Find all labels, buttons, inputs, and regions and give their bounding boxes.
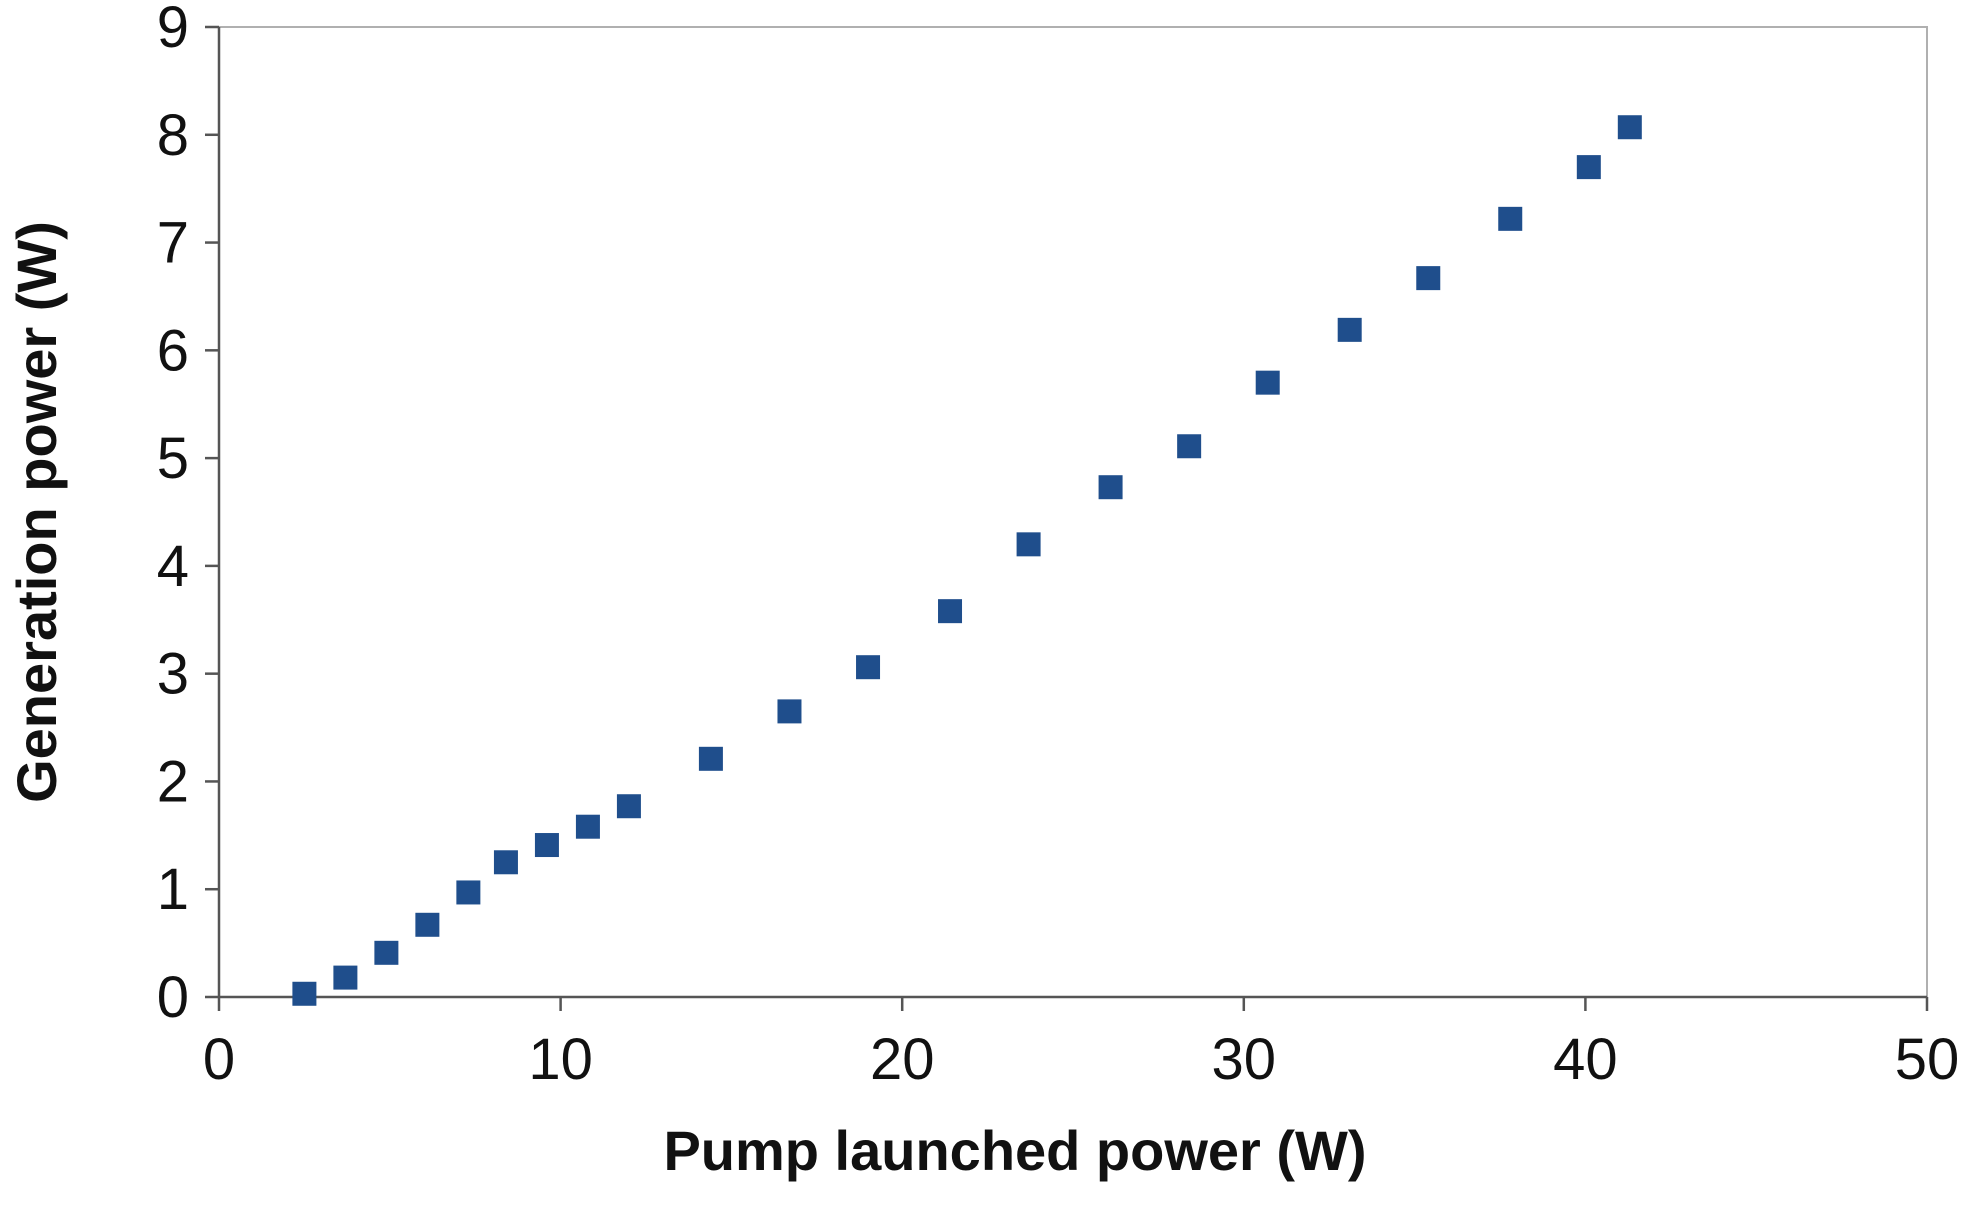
- data-point: [1016, 532, 1041, 557]
- y-tick-label: 7: [157, 211, 189, 276]
- data-point: [292, 981, 317, 1006]
- data-point: [493, 850, 518, 875]
- data-point: [1576, 155, 1601, 180]
- data-point: [1098, 475, 1123, 500]
- y-tick-label: 9: [157, 0, 189, 60]
- y-tick-label: 1: [157, 857, 189, 922]
- data-point: [777, 699, 802, 724]
- x-tick-label: 40: [1553, 1027, 1618, 1092]
- data-points: [292, 115, 1642, 1006]
- data-point: [1337, 317, 1362, 342]
- y-axis-ticks: 0 1 2 3 4 5 6 7 8 9: [157, 0, 219, 1030]
- y-tick-label: 0: [157, 965, 189, 1030]
- data-point: [1416, 266, 1441, 291]
- y-tick-label: 2: [157, 749, 189, 814]
- x-axis-ticks: 0 10 20 30 40 50: [203, 997, 1959, 1092]
- data-point: [698, 746, 723, 771]
- data-point: [616, 794, 641, 819]
- y-tick-label: 6: [157, 318, 189, 383]
- y-tick-label: 8: [157, 103, 189, 168]
- data-point: [856, 655, 881, 680]
- data-point: [575, 814, 600, 839]
- data-point: [456, 880, 481, 905]
- x-axis-title: Pump launched power (W): [663, 1119, 1366, 1182]
- x-tick-label: 30: [1212, 1027, 1277, 1092]
- data-point: [1617, 115, 1642, 140]
- data-point: [374, 940, 399, 965]
- x-tick-label: 50: [1895, 1027, 1960, 1092]
- x-tick-label: 10: [528, 1027, 593, 1092]
- y-axis-title: Generation power (W): [5, 221, 68, 803]
- y-tick-label: 4: [157, 534, 189, 599]
- x-tick-label: 20: [870, 1027, 935, 1092]
- data-point: [534, 833, 559, 858]
- y-tick-label: 5: [157, 426, 189, 491]
- data-point: [1498, 206, 1523, 231]
- data-point: [1255, 370, 1280, 395]
- plot-area: [218, 26, 1928, 998]
- y-tick-label: 3: [157, 642, 189, 707]
- data-point: [938, 599, 963, 624]
- data-point: [415, 912, 440, 937]
- data-point: [1177, 434, 1202, 459]
- x-tick-label: 0: [203, 1027, 235, 1092]
- data-point: [333, 965, 358, 990]
